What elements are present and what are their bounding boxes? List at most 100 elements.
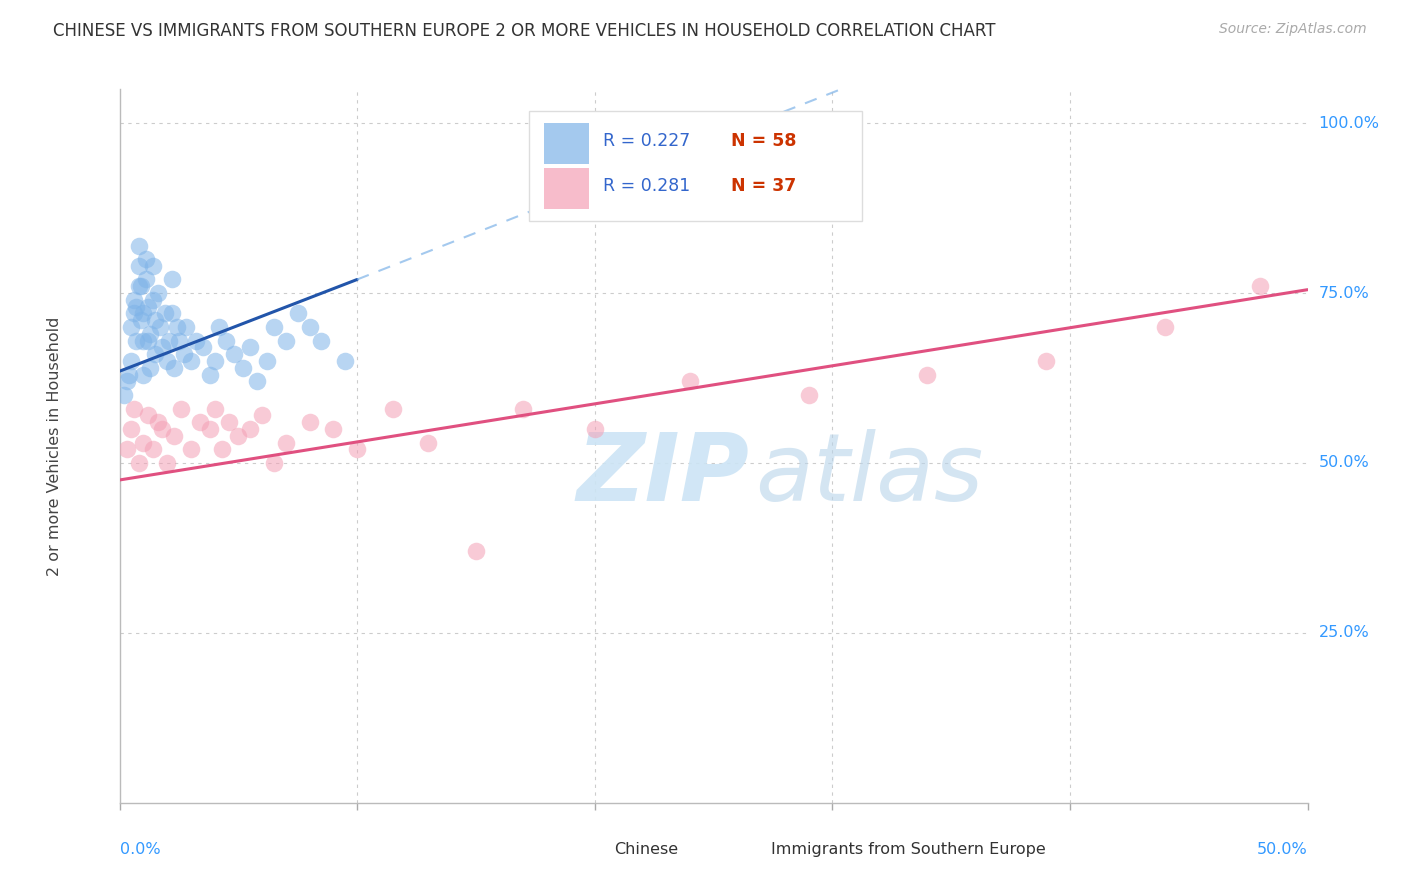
Point (381, 401, 404, 416)
Point (246, 375, 269, 389)
FancyBboxPatch shape (544, 168, 589, 209)
Text: 100.0%: 100.0% (1319, 116, 1379, 131)
Point (228, 429, 250, 443)
Point (418, 435, 440, 450)
Point (256, 354, 278, 368)
Point (166, 320, 188, 334)
Point (149, 320, 172, 334)
FancyBboxPatch shape (725, 836, 761, 864)
FancyBboxPatch shape (530, 111, 862, 221)
Text: R = 0.281: R = 0.281 (603, 177, 690, 194)
Point (129, 279, 152, 293)
Point (173, 347, 195, 361)
Text: N = 37: N = 37 (731, 177, 797, 194)
Point (120, 320, 142, 334)
Point (311, 334, 333, 348)
Point (512, 401, 534, 416)
Point (263, 320, 285, 334)
Point (170, 401, 193, 416)
Point (208, 320, 231, 334)
Point (146, 286, 169, 301)
Point (222, 347, 245, 361)
Point (180, 354, 202, 368)
Point (128, 259, 150, 273)
Point (139, 360, 162, 375)
Point (160, 272, 183, 286)
Point (136, 300, 159, 314)
Point (204, 401, 226, 416)
Text: 75.0%: 75.0% (1319, 285, 1369, 301)
Point (163, 429, 186, 443)
Point (198, 422, 221, 436)
Point (122, 293, 145, 307)
Point (146, 415, 169, 429)
Point (118, 368, 141, 382)
Text: 2 or more Vehicles in Household: 2 or more Vehicles in Household (46, 317, 62, 575)
Point (125, 334, 148, 348)
Point (136, 334, 159, 348)
Point (298, 320, 321, 334)
Point (215, 334, 238, 348)
Point (143, 347, 166, 361)
Point (132, 306, 155, 320)
Point (346, 442, 368, 457)
Point (143, 313, 166, 327)
Point (322, 422, 344, 436)
Point (198, 368, 221, 382)
Point (128, 238, 150, 252)
Point (167, 334, 190, 348)
Point (157, 334, 180, 348)
Point (156, 354, 179, 368)
Point (218, 415, 240, 429)
Point (679, 375, 702, 389)
Point (128, 456, 150, 470)
Point (156, 456, 179, 470)
Point (180, 442, 202, 457)
Point (125, 300, 148, 314)
Point (188, 415, 211, 429)
Point (132, 368, 155, 382)
Point (142, 442, 165, 457)
Point (1035, 354, 1057, 368)
Point (274, 334, 297, 348)
Point (160, 306, 183, 320)
Text: Chinese: Chinese (614, 842, 678, 857)
Point (204, 354, 226, 368)
Point (239, 422, 262, 436)
Point (232, 360, 254, 375)
Point (583, 422, 606, 436)
Point (135, 272, 157, 286)
Point (191, 341, 214, 355)
Text: CHINESE VS IMMIGRANTS FROM SOUTHERN EUROPE 2 OR MORE VEHICLES IN HOUSEHOLD CORRE: CHINESE VS IMMIGRANTS FROM SOUTHERN EURO… (53, 22, 995, 40)
Point (135, 252, 157, 266)
Point (142, 293, 165, 307)
Point (122, 306, 145, 320)
Point (129, 313, 152, 327)
Point (1249, 279, 1271, 293)
Point (163, 360, 186, 375)
Point (298, 415, 321, 429)
Text: Source: ZipAtlas.com: Source: ZipAtlas.com (1219, 22, 1367, 37)
Point (150, 341, 173, 355)
Point (132, 334, 155, 348)
Point (139, 326, 162, 341)
Point (274, 435, 297, 450)
Point (211, 442, 233, 457)
Point (150, 422, 173, 436)
Text: Immigrants from Southern Europe: Immigrants from Southern Europe (770, 842, 1045, 857)
Point (153, 306, 176, 320)
Point (120, 354, 142, 368)
Point (464, 544, 488, 558)
Point (184, 334, 207, 348)
Text: R = 0.227: R = 0.227 (603, 132, 690, 150)
Point (287, 306, 309, 320)
Point (115, 375, 138, 389)
Point (142, 259, 165, 273)
Point (263, 456, 285, 470)
Point (136, 409, 159, 423)
Point (250, 409, 273, 423)
Point (120, 422, 142, 436)
Text: 50.0%: 50.0% (1257, 842, 1308, 856)
Text: atlas: atlas (755, 429, 983, 520)
Point (128, 279, 150, 293)
